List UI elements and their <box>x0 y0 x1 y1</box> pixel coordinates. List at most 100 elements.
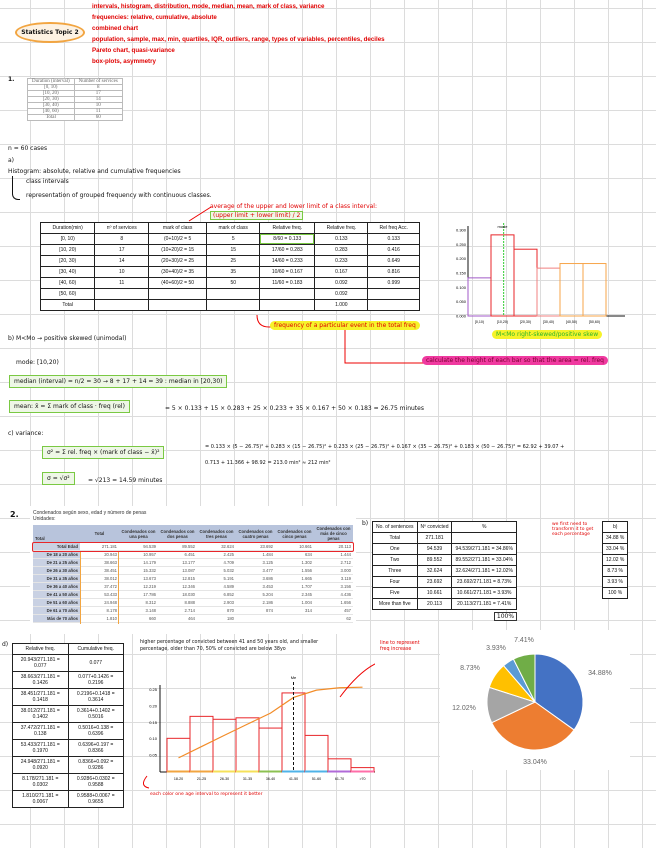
table-cell: (20+30)/2 = 25 <box>148 255 208 267</box>
y-tick-label: 0.050 <box>456 299 467 304</box>
table-cell: 2.714 <box>158 606 197 615</box>
x-tick-label: [30,40) <box>543 320 554 324</box>
x-tick-label: 31-35 <box>243 777 252 781</box>
column-header: mark of class <box>206 222 261 234</box>
topic-title: Statistics Topic 2 <box>21 29 79 36</box>
table-cell: 0.416 <box>367 244 420 256</box>
table-cell: 1.810 <box>80 614 119 623</box>
table-cell: 13.087 <box>158 566 197 575</box>
keyword-line: box-plots, asymmetry <box>92 58 156 65</box>
table-cell: 23.692 <box>416 576 453 588</box>
table-cell: 0.283 <box>314 244 369 256</box>
table-cell <box>367 299 420 311</box>
part-b-label: b) M<Mo → positive skewed (unimodal) <box>8 335 127 342</box>
representation-note: representation of grouped frequency with… <box>26 192 212 199</box>
table-cell: 12.219 <box>119 582 158 591</box>
table-cell <box>259 288 316 300</box>
table-cell: De 31 a 35 años <box>33 574 80 583</box>
table-cell: 2.345 <box>275 590 314 599</box>
table-cell: 0.233 <box>314 255 369 267</box>
table-cell: 33.04 % <box>601 543 629 555</box>
table-cell: 18.030 <box>158 590 197 599</box>
table-cell: 32.624 <box>416 565 453 577</box>
table-cell: [40, 60) <box>39 277 96 289</box>
mark-formula: (upper limit + lower limit) / 2 <box>210 211 304 220</box>
mark-annotation: average of the upper and lower limit of … <box>210 203 377 220</box>
column-header: Condenados con tres penas <box>197 525 236 543</box>
table-cell: 17/60 = 0.283 <box>259 244 316 256</box>
table-cell <box>206 288 261 300</box>
table-row: Three 32.624 32.624/271.181 = 12.02% <box>372 565 517 577</box>
pie-label: 7.41% <box>514 637 534 644</box>
header-row: Duration(min) nº of services mark of class… <box>39 222 420 234</box>
table-row: 3.93 % <box>601 576 629 588</box>
histogram-note: Histogram: absolute, relative and cumula… <box>8 168 181 175</box>
relative-freq-note: frequency of a particular event in the t… <box>270 321 420 330</box>
age-color-band <box>305 770 328 773</box>
table-row: 24.948/271.181 = 0.0920 0.8366+0.092 = 0.… <box>12 756 124 774</box>
table-row: [50, 60) 0.092 <box>39 288 420 300</box>
pie-label: 12.02% <box>452 705 476 712</box>
table-cell: 1.707 <box>275 582 314 591</box>
keyword-line: Pareto chart, quasi-variance <box>92 47 175 54</box>
table-cell: 3.000 <box>314 566 353 575</box>
table-cell: 3.148 <box>119 606 158 615</box>
column-header: Duration(min) <box>39 222 96 234</box>
y-tick-label: 0.100 <box>456 285 467 290</box>
table-cell: 17.786 <box>119 590 158 599</box>
pie-label: 34.88% <box>588 670 612 677</box>
table-cell: 10.661 <box>416 587 453 599</box>
table-cell: 2.712 <box>314 558 353 567</box>
table-cell <box>275 614 314 623</box>
table-cell: 660 <box>119 614 158 623</box>
table-cell: 457 <box>314 606 353 615</box>
histogram-bar <box>327 758 352 773</box>
keyword-list: intervals, histogram, distribution, mode… <box>92 1 385 67</box>
histogram-bar <box>467 277 492 317</box>
table-cell: 4.589 <box>197 582 236 591</box>
table-cell: 53.433 <box>80 590 119 599</box>
y-tick-label: 0.20 <box>149 703 158 708</box>
table-cell: 20.113/271.181 = 7.41% <box>451 598 517 610</box>
table-cell: 0.092 <box>314 277 369 289</box>
table-cell: 20.113 <box>314 542 353 551</box>
table-row: De 21 a 25 años 38.663 14.179 13.177 4.709 3.… <box>33 558 353 567</box>
table-cell: De 18 a 20 años <box>33 550 80 559</box>
table-row: 34.88 % <box>601 532 629 544</box>
table-row: 33.04 % <box>601 543 629 555</box>
table-cell: 32.624/271.181 = 12.02% <box>451 565 517 577</box>
census-panel: Condenados según sexo, edad y número de … <box>30 506 356 634</box>
table-row: Four 23.692 23.692/271.181 = 8.73% <box>372 576 517 588</box>
table-cell: Three <box>372 565 418 577</box>
table-cell: 38.663 <box>80 558 119 567</box>
table-cell: 634 <box>275 550 314 559</box>
bottom-arrow <box>143 775 150 789</box>
cumulative-table: Relative freq. Cumulative freq. 20.943/271… <box>12 643 124 808</box>
histogram-bar <box>513 248 538 317</box>
table-row: 38.663/271.181 = 0.1426 0.077+0.1426 = 0.… <box>12 671 124 689</box>
x-tick-label: 41-50 <box>289 777 298 781</box>
table-cell: 0.092 <box>314 288 369 300</box>
table-cell <box>206 299 261 311</box>
y-tick-label: 0.300 <box>456 228 467 233</box>
table-row: 12.02 % <box>601 554 629 566</box>
histogram-bar <box>304 734 329 773</box>
x-tick-label: [10,20) <box>497 320 508 324</box>
table-cell: 8.312 <box>119 598 158 607</box>
table-cell: 20.943 <box>80 550 119 559</box>
x-tick-label: 26-30 <box>220 777 229 781</box>
column-header: Relative freq. <box>259 222 316 234</box>
table-cell: [0, 10) <box>39 233 96 245</box>
table-cell: 24.948 <box>80 598 119 607</box>
table-cell: 17 <box>94 244 150 256</box>
table-cell: 89.552/271.181 = 33.04% <box>451 554 517 566</box>
table-row: [30, 40) 10 (30+40)/2 = 35 35 10/60 = 0.167 0… <box>39 266 420 278</box>
age-color-band <box>282 770 305 773</box>
y-tick-label: 0.200 <box>456 256 467 261</box>
column-header: b) <box>601 521 629 533</box>
y-tick-label: 0.150 <box>456 271 467 276</box>
table-row: 53.433/271.181 = 0.1970 0.6396+0.197 = 0.… <box>12 739 124 757</box>
x-tick-label: [40,50) <box>566 320 577 324</box>
age-color-band <box>167 770 190 773</box>
table-cell: 870 <box>197 606 236 615</box>
